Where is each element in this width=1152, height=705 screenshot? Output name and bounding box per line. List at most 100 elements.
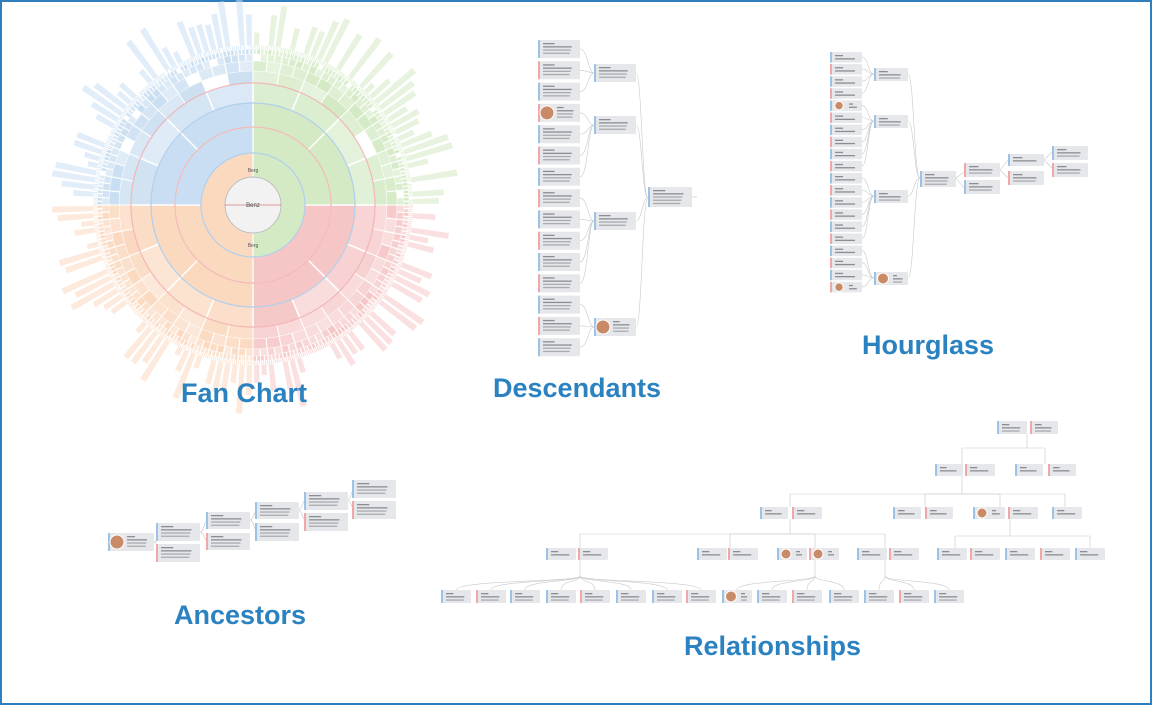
fan-segment — [357, 86, 362, 91]
node-text-line — [543, 88, 572, 91]
fan-segment — [92, 201, 98, 203]
fan-outer-segment — [55, 161, 97, 176]
fan-segment — [237, 360, 240, 365]
node-text-line — [849, 284, 853, 287]
fan-segment — [100, 154, 105, 158]
node-text-line — [835, 239, 856, 241]
fan-segment — [94, 183, 99, 186]
node-text-line — [543, 170, 555, 173]
fan-segment — [108, 134, 113, 139]
node-text-line — [161, 553, 191, 555]
fan-segment — [230, 354, 235, 360]
gender-stripe — [760, 507, 762, 519]
gender-stripe — [538, 146, 540, 165]
fan-segment — [94, 224, 99, 227]
fan-segment — [115, 121, 121, 125]
fan-segment — [150, 81, 155, 86]
fan-lower-name: Berg — [248, 243, 259, 249]
fan-segment — [258, 360, 261, 366]
node-text-line — [1035, 424, 1042, 426]
node-text-line — [869, 599, 887, 601]
fan-segment — [291, 49, 294, 55]
connector-line — [579, 197, 595, 222]
fan-segment — [399, 257, 404, 261]
fan-outer-segment — [161, 46, 177, 68]
fan-segment — [96, 197, 103, 202]
fan-segment — [97, 189, 103, 194]
gender-stripe — [792, 590, 794, 603]
fan-segment — [97, 166, 102, 169]
fan-segment — [314, 347, 318, 353]
node-text-line — [835, 212, 844, 214]
fan-outer-segment — [235, 364, 245, 414]
node-text-line — [357, 486, 388, 488]
fan-outer-segment — [61, 268, 109, 295]
node-text-line — [543, 198, 571, 200]
descendants-label: Descendants — [493, 373, 662, 403]
fan-segment — [408, 193, 413, 196]
node-text-line — [834, 599, 852, 601]
fan-segment — [237, 45, 240, 50]
fan-segment — [141, 316, 146, 321]
fan-outer-segment — [383, 294, 425, 326]
fan-segment — [253, 355, 257, 362]
fan-segment — [331, 66, 336, 72]
person-node — [1048, 464, 1076, 476]
fan-segment — [408, 216, 413, 219]
node-text-line — [599, 215, 611, 217]
fan-chart-label: Fan Chart — [181, 378, 308, 408]
node-text-line — [260, 508, 291, 510]
fan-segment — [406, 177, 412, 181]
node-text-line — [543, 241, 571, 243]
fan-segment — [100, 238, 107, 243]
gender-stripe — [830, 64, 832, 75]
node-text-line — [543, 223, 570, 225]
gender-stripe — [697, 548, 699, 560]
connector-line — [861, 177, 875, 197]
person-node — [1075, 548, 1105, 560]
fan-segment — [98, 227, 105, 232]
fan-segment — [160, 73, 165, 78]
connector-line — [579, 219, 595, 222]
fan-outer-segment — [412, 213, 436, 221]
fan-segment — [140, 94, 147, 101]
fan-segment — [312, 57, 316, 62]
fan-segment — [104, 263, 109, 267]
fan-segment — [408, 201, 414, 203]
person-node — [538, 40, 580, 58]
person-node — [538, 210, 580, 229]
fan-segment — [101, 190, 110, 198]
connector-line — [579, 220, 595, 284]
fan-segment — [97, 243, 103, 246]
connector-line — [579, 112, 595, 126]
fan-segment — [399, 238, 406, 243]
person-photo — [812, 548, 824, 560]
person-node — [156, 523, 200, 541]
fan-segment — [157, 75, 162, 80]
fan-segment — [111, 278, 117, 283]
fan-segment — [405, 233, 411, 237]
fan-segment — [384, 218, 397, 233]
connector-line — [1043, 159, 1053, 169]
node-text-line — [835, 82, 856, 84]
fan-segment — [408, 209, 414, 211]
person-node — [830, 160, 862, 172]
fan-segment — [147, 321, 152, 327]
fan-outer-segment — [87, 160, 99, 169]
person-node — [830, 221, 862, 232]
fan-segment — [384, 286, 390, 291]
node-text-line — [1013, 513, 1032, 515]
gender-stripe — [889, 548, 891, 560]
node-text-line — [621, 596, 640, 598]
fan-segment — [344, 75, 349, 80]
fan-segment — [403, 189, 409, 194]
fan-outer-segment — [188, 26, 203, 55]
fan-segment — [318, 59, 322, 65]
person-node — [538, 253, 580, 271]
node-text-line — [702, 554, 721, 556]
node-text-line — [543, 128, 555, 130]
fan-segment — [105, 142, 110, 146]
node-text-line — [898, 510, 905, 512]
fan-segment — [274, 46, 277, 51]
person-node — [546, 548, 576, 560]
